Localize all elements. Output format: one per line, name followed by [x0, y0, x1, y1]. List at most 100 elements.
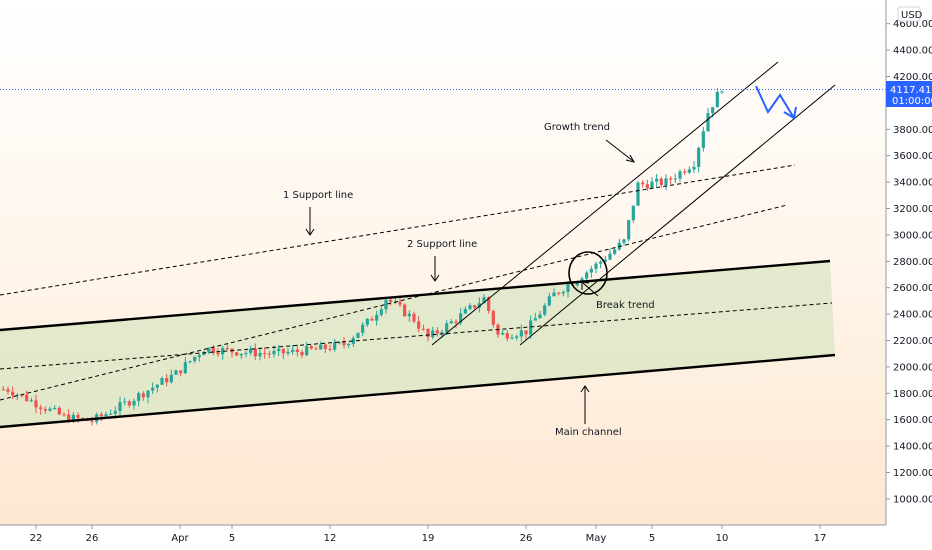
- annotation-growth-trend[interactable]: Growth trend: [544, 122, 610, 133]
- candle: [300, 349, 304, 358]
- candle: [659, 176, 663, 188]
- time-axis-ticks: 22 26 Apr 5 12 19 26 May 5 10 17: [30, 525, 827, 544]
- candle: [244, 350, 248, 357]
- candle: [11, 386, 15, 400]
- candle: [468, 303, 472, 311]
- candle: [594, 261, 598, 274]
- candle: [146, 390, 150, 404]
- candle: [43, 406, 47, 414]
- main-channel-bottom-line[interactable]: [0, 353, 836, 429]
- candle: [365, 318, 369, 328]
- y-tick-label: 2000.00: [893, 362, 932, 373]
- candle: [211, 344, 215, 356]
- arrowhead-main-channel: [580, 385, 590, 393]
- candle: [239, 353, 243, 359]
- candle: [533, 312, 537, 321]
- candle: [197, 353, 201, 362]
- candle: [543, 303, 547, 317]
- main-channel-fill: [0, 261, 835, 427]
- candle: [188, 360, 192, 364]
- main-channel-mid-line[interactable]: [0, 302, 833, 370]
- break-circle[interactable]: [568, 251, 608, 295]
- candle: [6, 386, 10, 395]
- candle: [552, 288, 556, 297]
- y-tick-label: 2800.00: [893, 257, 932, 268]
- candle: [431, 326, 435, 340]
- x-tick-label: 12: [324, 533, 337, 544]
- forecast-path[interactable]: [755, 85, 795, 119]
- candle: [538, 310, 542, 319]
- candle: [687, 166, 691, 175]
- candle: [53, 405, 57, 410]
- candle: [221, 345, 225, 360]
- trend-lines: [0, 61, 836, 429]
- candle: [225, 344, 229, 351]
- candle: [347, 342, 351, 349]
- candle: [169, 369, 173, 384]
- candle: [664, 174, 668, 191]
- annotation-2-support-line[interactable]: 2 Support line: [407, 239, 477, 250]
- last-price-value: 4117.41: [890, 85, 931, 96]
- candle: [309, 345, 313, 350]
- candle: [370, 316, 374, 321]
- x-tick-label: 17: [814, 533, 827, 544]
- candle: [692, 161, 696, 174]
- candle: [622, 238, 626, 246]
- x-tick-label: 5: [229, 533, 235, 544]
- annotations: 1 Support line 2 Support line Growth tre…: [283, 122, 655, 438]
- candle: [356, 332, 360, 339]
- support-line-2[interactable]: [0, 204, 788, 401]
- y-tick-label: 1200.00: [893, 468, 932, 479]
- candle: [613, 246, 617, 256]
- candle: [589, 265, 593, 278]
- candle: [235, 351, 239, 357]
- candle: [398, 296, 402, 308]
- candle: [678, 169, 682, 183]
- candle: [454, 319, 458, 329]
- candle: [501, 330, 505, 336]
- candle: [463, 306, 467, 315]
- time-axis[interactable]: [0, 525, 932, 550]
- x-tick-label: Apr: [171, 533, 189, 544]
- annotation-main-channel[interactable]: Main channel: [555, 427, 622, 438]
- support-line-1[interactable]: [0, 164, 796, 296]
- arrowhead-2-support-line: [430, 274, 440, 282]
- annotation-1-support-line[interactable]: 1 Support line: [283, 190, 353, 201]
- y-tick-label: 1800.00: [893, 389, 932, 400]
- arrowhead-1-support-line: [305, 228, 315, 236]
- candle: [449, 319, 453, 324]
- forecast-arrowhead: [783, 106, 797, 120]
- candle: [109, 409, 113, 415]
- candle: [25, 390, 29, 402]
- growth-trend-upper-line[interactable]: [431, 61, 779, 346]
- candle: [193, 356, 197, 364]
- annotation-break-trend[interactable]: Break trend: [596, 300, 655, 311]
- candle: [216, 348, 220, 357]
- candle: [477, 297, 481, 313]
- candle: [547, 292, 551, 307]
- y-tick-label: 3600.00: [893, 151, 932, 162]
- candle: [697, 146, 701, 173]
- y-tick-label: 4600.00: [893, 19, 932, 30]
- y-tick-label: 2200.00: [893, 336, 932, 347]
- candle: [715, 88, 719, 108]
- y-tick-label: 1600.00: [893, 415, 932, 426]
- candle: [720, 90, 724, 94]
- candle: [459, 308, 463, 326]
- candle: [650, 177, 654, 189]
- candle: [473, 304, 477, 310]
- candle: [361, 321, 365, 337]
- candle: [375, 310, 379, 326]
- candle: [701, 126, 705, 152]
- candle: [57, 405, 61, 416]
- x-tick-label: 26: [86, 533, 99, 544]
- main-channel-top-line[interactable]: [0, 259, 831, 332]
- candle: [435, 327, 439, 337]
- candle: [137, 391, 141, 407]
- candle: [155, 384, 159, 393]
- bar-countdown: 01:00:00: [892, 96, 932, 107]
- candle: [706, 108, 710, 132]
- y-tick-label: 2600.00: [893, 283, 932, 294]
- growth-trend-lower-line[interactable]: [519, 84, 836, 346]
